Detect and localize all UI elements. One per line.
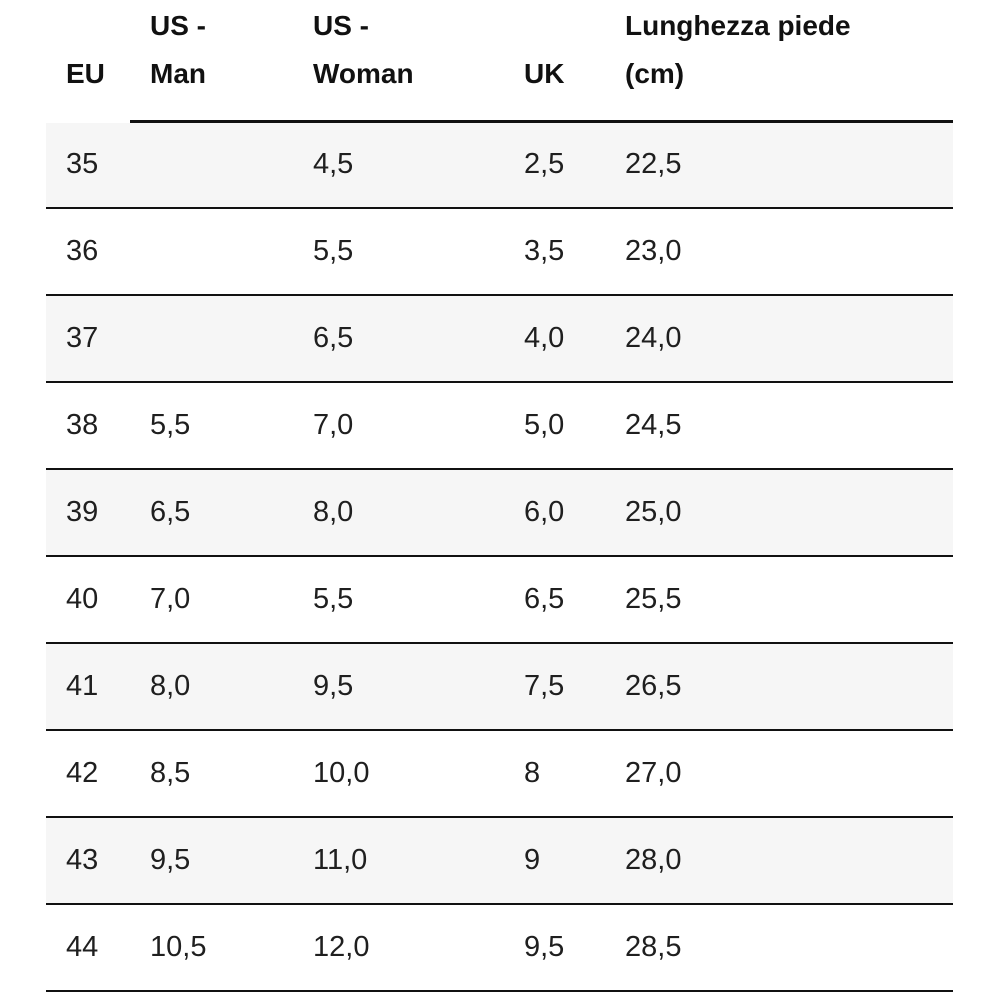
cell-us-man: 10,5 [130,904,293,992]
cell-us-man [130,208,293,296]
cell-foot-length: 25,5 [605,556,953,644]
header-us-man-line-2: Man [150,57,206,89]
cell-uk: 8 [504,730,605,818]
cell-eu: 35 [46,121,130,209]
cell-uk: 3,5 [504,208,605,296]
header-us-woman-line-2: Woman [313,57,414,89]
cell-eu: 41 [46,643,130,731]
table-header: EU US - Man US - Woman UK Lunghezza pied… [46,0,953,123]
header-row: EU US - Man US - Woman UK Lunghezza pied… [46,0,953,123]
cell-foot-length: 28,5 [605,904,953,992]
table-row: 44 10,5 12,0 9,5 28,5 [46,904,953,992]
cell-eu: 39 [46,469,130,557]
cell-uk: 5,0 [504,382,605,470]
cell-us-man: 5,5 [130,382,293,470]
size-chart-table: EU US - Man US - Woman UK Lunghezza pied… [46,0,953,992]
header-us-man: US - Man [130,0,293,123]
cell-foot-length: 26,5 [605,643,953,731]
header-eu-line: EU [66,57,105,89]
cell-eu: 44 [46,904,130,992]
cell-uk: 9 [504,817,605,905]
header-us-woman: US - Woman [293,0,504,123]
cell-eu: 40 [46,556,130,644]
header-foot-length-line-1: Lunghezza piede [625,9,851,41]
cell-us-man [130,295,293,383]
cell-eu: 42 [46,730,130,818]
cell-us-woman: 8,0 [293,469,504,557]
cell-eu: 38 [46,382,130,470]
cell-eu: 36 [46,208,130,296]
cell-us-woman: 4,5 [293,121,504,209]
cell-foot-length: 23,0 [605,208,953,296]
cell-foot-length: 22,5 [605,121,953,209]
header-uk-line: UK [524,57,565,89]
cell-uk: 9,5 [504,904,605,992]
cell-us-man: 8,0 [130,643,293,731]
cell-foot-length: 27,0 [605,730,953,818]
header-foot-length: Lunghezza piede (cm) [605,0,953,123]
cell-uk: 2,5 [504,121,605,209]
cell-foot-length: 25,0 [605,469,953,557]
table-body: 35 4,5 2,5 22,5 36 5,5 3,5 23,0 37 6,5 4… [46,121,953,992]
table-row: 42 8,5 10,0 8 27,0 [46,730,953,818]
cell-uk: 6,0 [504,469,605,557]
cell-us-woman: 6,5 [293,295,504,383]
header-eu: EU [46,0,130,123]
header-us-man-line-1: US - [150,9,206,41]
cell-us-man: 8,5 [130,730,293,818]
cell-us-woman: 10,0 [293,730,504,818]
cell-us-man [130,121,293,209]
table-row: 36 5,5 3,5 23,0 [46,208,953,296]
cell-eu: 37 [46,295,130,383]
table-row: 35 4,5 2,5 22,5 [46,121,953,209]
header-foot-length-line-2: (cm) [625,57,685,89]
table-row: 37 6,5 4,0 24,0 [46,295,953,383]
table-row: 39 6,5 8,0 6,0 25,0 [46,469,953,557]
cell-us-woman: 11,0 [293,817,504,905]
cell-foot-length: 24,0 [605,295,953,383]
table-row: 43 9,5 11,0 9 28,0 [46,817,953,905]
header-uk: UK [504,0,605,123]
cell-us-man: 6,5 [130,469,293,557]
header-us-woman-line-1: US - [313,9,369,41]
cell-uk: 6,5 [504,556,605,644]
table-row: 38 5,5 7,0 5,0 24,5 [46,382,953,470]
table-row: 41 8,0 9,5 7,5 26,5 [46,643,953,731]
cell-us-man: 9,5 [130,817,293,905]
table-row: 40 7,0 5,5 6,5 25,5 [46,556,953,644]
cell-us-woman: 5,5 [293,208,504,296]
cell-eu: 43 [46,817,130,905]
cell-us-woman: 7,0 [293,382,504,470]
cell-us-man: 7,0 [130,556,293,644]
cell-foot-length: 28,0 [605,817,953,905]
cell-us-woman: 12,0 [293,904,504,992]
cell-us-woman: 9,5 [293,643,504,731]
cell-us-woman: 5,5 [293,556,504,644]
cell-uk: 7,5 [504,643,605,731]
cell-foot-length: 24,5 [605,382,953,470]
cell-uk: 4,0 [504,295,605,383]
